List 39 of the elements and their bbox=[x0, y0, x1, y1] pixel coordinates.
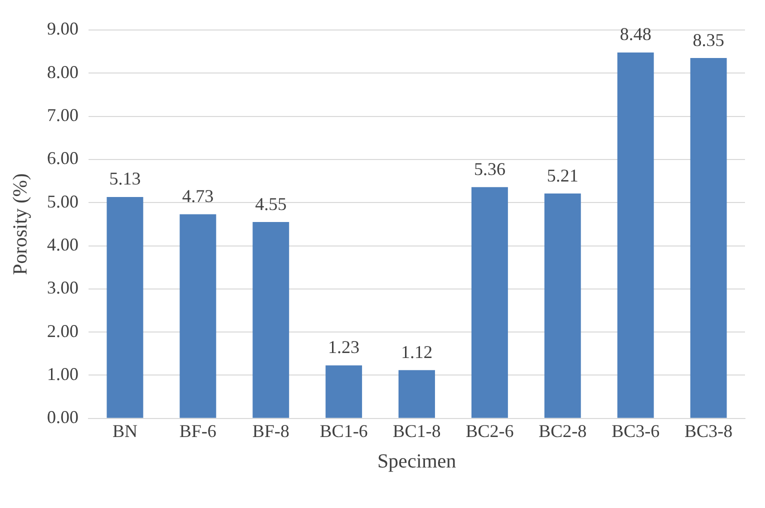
x-tick-label: BF-6 bbox=[179, 420, 216, 441]
bar bbox=[398, 370, 435, 418]
bar bbox=[106, 197, 144, 418]
y-tick-label: 4.00 bbox=[47, 234, 78, 255]
bar bbox=[544, 194, 581, 418]
x-tick-label: BC2-6 bbox=[466, 420, 514, 441]
data-label: 8.48 bbox=[620, 24, 652, 44]
data-label: 5.21 bbox=[546, 165, 578, 186]
y-tick-label: 6.00 bbox=[47, 148, 78, 168]
x-tick-label: BN bbox=[112, 420, 138, 441]
y-tick-label: 9.00 bbox=[47, 18, 78, 39]
bar bbox=[252, 222, 290, 418]
y-tick-label: 2.00 bbox=[47, 320, 78, 341]
y-tick-label: 0.00 bbox=[47, 407, 78, 428]
y-tick-label: 3.00 bbox=[47, 278, 78, 298]
data-label: 8.35 bbox=[692, 30, 724, 50]
x-tick-label: BF-8 bbox=[252, 420, 290, 441]
data-label: 1.23 bbox=[328, 337, 360, 358]
data-label: 5.13 bbox=[109, 168, 141, 189]
x-tick-label: BC1-8 bbox=[392, 420, 441, 441]
x-axis-title: Specimen bbox=[377, 450, 456, 472]
x-tick-label: BC1-6 bbox=[320, 420, 368, 441]
x-tick-label: BC2-8 bbox=[538, 420, 587, 441]
data-label: 5.36 bbox=[474, 158, 506, 179]
y-tick-label: 8.00 bbox=[47, 62, 78, 82]
data-label: 4.55 bbox=[255, 194, 287, 214]
x-tick-label: BC3-8 bbox=[684, 420, 733, 441]
y-axis-title: Porosity (%) bbox=[9, 173, 32, 276]
x-tick-label: BC3-6 bbox=[612, 420, 660, 441]
data-label: 1.12 bbox=[401, 342, 432, 362]
bar bbox=[180, 214, 216, 418]
data-label: 4.73 bbox=[182, 186, 214, 206]
bar bbox=[617, 52, 654, 418]
bar bbox=[326, 365, 362, 418]
y-tick-label: 7.00 bbox=[47, 105, 78, 126]
bar bbox=[471, 187, 508, 418]
y-tick-label: 1.00 bbox=[47, 364, 78, 384]
bar bbox=[690, 58, 727, 418]
y-tick-label: 5.00 bbox=[47, 191, 78, 212]
